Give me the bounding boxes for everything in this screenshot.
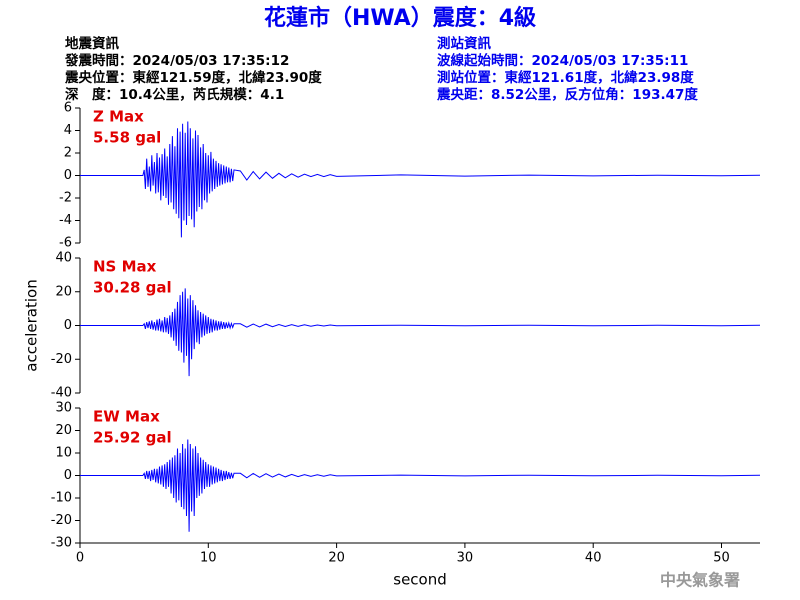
page-title: 花蓮市（HWA）震度：4級 bbox=[264, 5, 536, 31]
x-tick-label: 40 bbox=[585, 551, 602, 566]
waveform bbox=[80, 121, 761, 238]
y-axis-label: acceleration bbox=[23, 279, 41, 371]
waveform bbox=[80, 288, 761, 377]
max-annotation: 5.58 gal bbox=[93, 129, 161, 147]
quake-info-line: 震央位置：東經121.59度，北緯23.90度 bbox=[64, 69, 322, 86]
max-annotation: Z Max bbox=[93, 108, 144, 126]
y-tick-label: 6 bbox=[64, 101, 72, 116]
y-tick-label: 20 bbox=[55, 423, 72, 438]
y-tick-label: -4 bbox=[59, 213, 72, 228]
y-tick-label: 10 bbox=[55, 446, 72, 461]
y-tick-label: -30 bbox=[51, 536, 72, 551]
max-annotation: 25.92 gal bbox=[93, 429, 172, 447]
max-annotation: EW Max bbox=[93, 408, 160, 426]
station-info-line: 測站位置：東經121.61度，北緯23.98度 bbox=[437, 69, 694, 86]
station-info-line: 震央距：8.52公里，反方位角：193.47度 bbox=[436, 86, 698, 103]
quake-info-line: 深 度：10.4公里，芮氏規模：4.1 bbox=[65, 86, 284, 103]
y-tick-label: 2 bbox=[64, 146, 72, 161]
max-annotation: 30.28 gal bbox=[93, 279, 172, 297]
y-tick-label: -20 bbox=[51, 513, 72, 528]
y-tick-label: 40 bbox=[55, 251, 72, 266]
x-axis-label: second bbox=[393, 571, 447, 589]
x-tick-label: 10 bbox=[200, 551, 217, 566]
y-tick-label: -6 bbox=[59, 236, 72, 251]
station-info-line: 波線起始時間：2024/05/03 17:35:11 bbox=[437, 52, 688, 69]
x-tick-label: 20 bbox=[328, 551, 345, 566]
waveform bbox=[80, 439, 761, 532]
quake-info-line: 地震資訊 bbox=[65, 35, 119, 52]
y-tick-label: 0 bbox=[64, 168, 72, 183]
y-tick-label: -20 bbox=[51, 352, 72, 367]
max-annotation: NS Max bbox=[93, 258, 157, 276]
y-tick-label: -10 bbox=[51, 491, 72, 506]
y-tick-label: 20 bbox=[55, 284, 72, 299]
station-info-line: 測站資訊 bbox=[437, 35, 491, 52]
y-tick-label: -2 bbox=[59, 191, 72, 206]
y-tick-label: 30 bbox=[55, 401, 72, 416]
y-tick-label: 0 bbox=[64, 318, 72, 333]
x-tick-label: 0 bbox=[76, 551, 84, 566]
quake-info-line: 發震時間：2024/05/03 17:35:12 bbox=[64, 52, 289, 69]
y-tick-label: 0 bbox=[64, 468, 72, 483]
footer-agency: 中央氣象署 bbox=[660, 571, 740, 590]
x-tick-label: 50 bbox=[713, 551, 730, 566]
y-tick-label: 4 bbox=[64, 123, 72, 138]
x-tick-label: 30 bbox=[457, 551, 474, 566]
y-tick-label: -40 bbox=[51, 386, 72, 401]
